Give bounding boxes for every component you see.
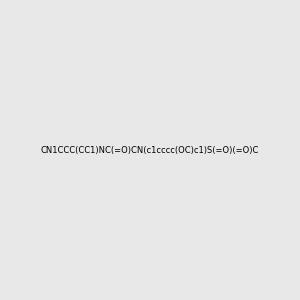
Text: CN1CCC(CC1)NC(=O)CN(c1cccc(OC)c1)S(=O)(=O)C: CN1CCC(CC1)NC(=O)CN(c1cccc(OC)c1)S(=O)(=… — [41, 146, 259, 154]
